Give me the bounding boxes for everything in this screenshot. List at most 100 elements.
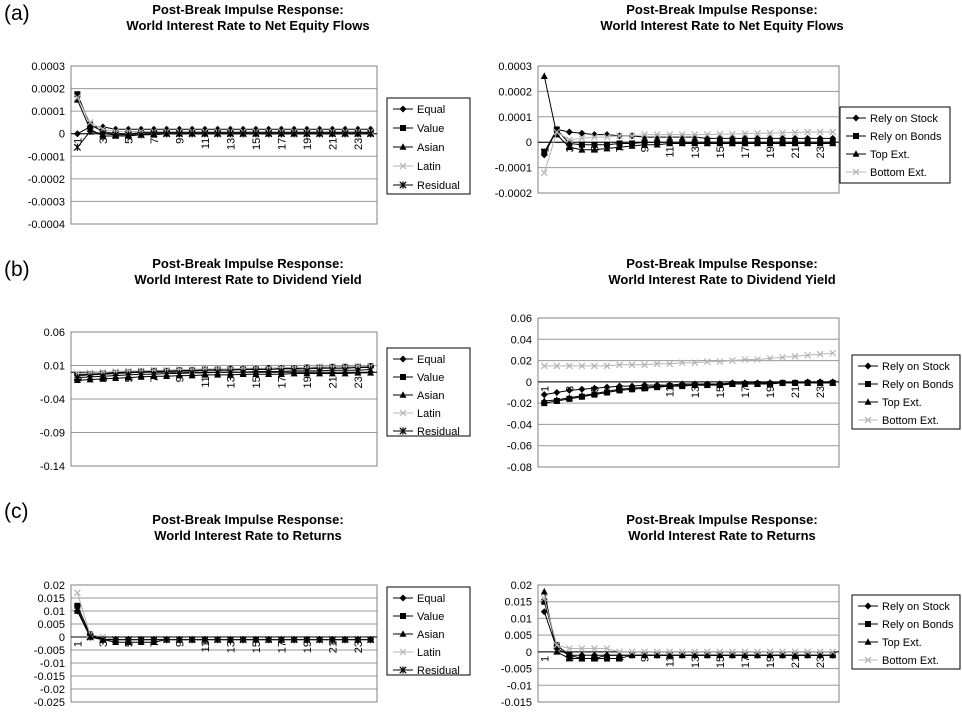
data-point — [666, 139, 674, 147]
data-point — [316, 130, 324, 138]
data-point — [741, 139, 749, 147]
y-tick-label: 0.02 — [44, 580, 65, 592]
data-point — [666, 651, 674, 658]
data-point — [716, 130, 724, 138]
y-tick-label: 0.01 — [44, 606, 65, 618]
data-point — [628, 384, 636, 392]
y-tick-label: 0.005 — [37, 619, 65, 631]
chart-5: Post-Break Impulse Response:World Intere… — [34, 512, 471, 709]
data-point — [816, 350, 824, 358]
data-point — [766, 651, 774, 658]
series-line — [543, 598, 833, 653]
data-point — [791, 648, 799, 656]
legend-marker — [399, 594, 407, 602]
series-line — [76, 608, 371, 641]
data-point — [728, 648, 736, 656]
x-tick-label: 15 — [251, 376, 263, 388]
x-tick-label: 7 — [149, 376, 161, 382]
data-point — [754, 648, 761, 656]
data-point — [137, 635, 145, 644]
data-point — [653, 140, 661, 148]
legend-marker — [864, 362, 872, 370]
x-tick-label: 9 — [640, 146, 652, 152]
legend-marker — [864, 638, 872, 645]
data-point — [553, 641, 561, 649]
chart-title-line: Post-Break Impulse Response: — [626, 256, 817, 271]
series-line — [76, 97, 371, 132]
data-point — [188, 369, 196, 377]
data-point — [590, 146, 598, 153]
legend: Rely on Stock Rely on Bonds Top Ext. Bottom… — [839, 106, 951, 184]
legend-label: Bottom Ext. — [882, 655, 939, 667]
data-point — [124, 131, 132, 139]
data-point — [239, 130, 247, 138]
data-point — [540, 391, 548, 399]
data-point — [86, 633, 94, 641]
data-point — [691, 381, 699, 388]
legend-marker — [852, 114, 860, 122]
data-point — [328, 366, 336, 374]
chart-1: Post-Break Impulse Response:World Intere… — [28, 2, 471, 231]
data-point — [541, 149, 548, 156]
legend-label: Latin — [417, 161, 441, 173]
x-tick-label: 11 — [665, 656, 677, 667]
series-line — [543, 601, 833, 659]
y-tick-label: 0 — [526, 647, 532, 659]
chart-6: Post-Break Impulse Response:World Intere… — [501, 512, 961, 709]
x-tick-label: 1 — [72, 641, 84, 647]
data-point — [716, 358, 724, 366]
x-tick-label: 11 — [200, 376, 212, 387]
data-point — [829, 648, 837, 656]
data-point — [124, 371, 132, 379]
x-tick-label: 13 — [690, 146, 702, 158]
legend-marker — [865, 381, 871, 387]
data-point — [354, 635, 362, 644]
data-point — [303, 130, 311, 138]
y-tick-label: -0.0002 — [28, 174, 65, 186]
data-point — [591, 645, 598, 652]
legend-label: Value — [417, 611, 444, 623]
legend: Equal Value Asian Latin Residual — [386, 347, 471, 438]
data-point — [653, 133, 661, 141]
y-tick-label: 0.015 — [504, 597, 532, 609]
legend-label: Bottom Ext. — [870, 167, 927, 179]
series-line — [544, 352, 833, 367]
data-point — [603, 141, 610, 148]
data-point — [829, 651, 837, 658]
x-tick-label: 15 — [715, 656, 727, 668]
data-point — [791, 129, 799, 136]
y-tick-label: -0.005 — [501, 664, 532, 676]
data-point — [829, 379, 837, 386]
data-point — [201, 635, 209, 644]
data-point — [73, 143, 81, 151]
y-tick-label: 0.015 — [37, 593, 65, 605]
data-point — [578, 362, 586, 370]
y-tick-label: 0.0001 — [31, 106, 65, 118]
plot-frame — [70, 65, 378, 225]
x-tick-label: 15 — [251, 138, 263, 150]
data-point — [653, 382, 661, 389]
legend-marker — [399, 666, 407, 674]
chart-title-line: Post-Break Impulse Response: — [152, 256, 343, 271]
data-point — [616, 361, 623, 369]
data-point — [616, 651, 624, 658]
y-tick-label: 0.0003 — [31, 61, 65, 73]
data-point — [112, 131, 120, 139]
x-tick-label: 9 — [640, 656, 652, 662]
data-point — [616, 143, 624, 151]
y-tick-label: -0.01 — [40, 658, 65, 670]
data-point — [666, 648, 674, 656]
y-tick-label: -0.0002 — [495, 188, 532, 200]
data-point — [590, 131, 598, 139]
data-point — [616, 140, 623, 147]
data-point — [565, 136, 573, 144]
chart-4: Post-Break Impulse Response:World Intere… — [507, 256, 961, 474]
data-point — [691, 359, 699, 367]
series-bottom-ext- — [540, 349, 837, 370]
y-tick-label: -0.04 — [40, 394, 65, 406]
data-point — [553, 128, 561, 136]
plot-frame — [537, 65, 840, 194]
data-point — [73, 604, 81, 613]
data-point — [578, 385, 586, 393]
